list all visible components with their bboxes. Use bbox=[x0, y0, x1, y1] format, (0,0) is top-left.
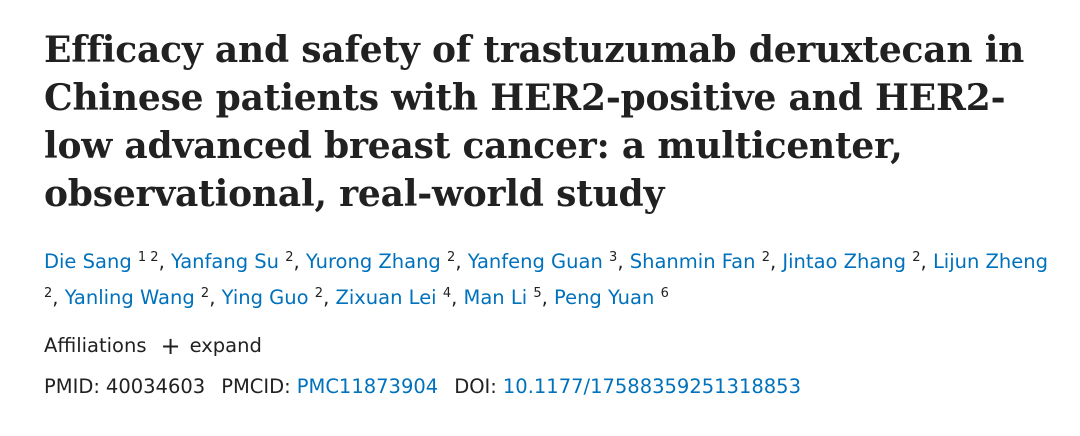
author-separator: , bbox=[451, 286, 458, 309]
author-link[interactable]: Lijun Zheng bbox=[932, 250, 1049, 273]
pmid-value: 40034603 bbox=[105, 375, 206, 398]
plus-icon: + bbox=[160, 332, 181, 360]
affiliation-ref[interactable]: 3 bbox=[609, 250, 618, 265]
identifiers-row: PMID: 40034603 PMCID: PMC11873904 DOI: 10.117… bbox=[44, 373, 1064, 401]
affiliation-ref[interactable]: 2 bbox=[285, 250, 294, 265]
affiliation-ref[interactable]: 6 bbox=[660, 286, 669, 301]
author-link[interactable]: Yanfang Su bbox=[171, 250, 280, 273]
affiliation-ref[interactable]: 5 bbox=[533, 286, 542, 301]
author-separator: , bbox=[455, 250, 462, 273]
affiliation-ref[interactable]: 2 bbox=[912, 250, 921, 265]
author-link[interactable]: Peng Yuan bbox=[554, 286, 655, 309]
affiliation-ref[interactable]: 4 bbox=[442, 286, 452, 301]
affiliation-ref[interactable]: 2 bbox=[447, 250, 456, 265]
affiliations-row: Affiliations + expand bbox=[44, 332, 1064, 360]
author-separator: , bbox=[158, 250, 165, 273]
doi-label: DOI: bbox=[454, 375, 497, 398]
author-separator: , bbox=[617, 250, 624, 273]
affiliation-ref[interactable]: 2 bbox=[200, 286, 210, 301]
affiliation-ref[interactable]: 2 bbox=[44, 286, 53, 301]
author-link[interactable]: Yanfeng Guan bbox=[467, 250, 603, 273]
author-link[interactable]: Man Li bbox=[463, 286, 528, 309]
author-separator: , bbox=[52, 286, 59, 309]
doi-link[interactable]: 10.1177/17588359251318853 bbox=[502, 375, 801, 398]
affiliation-ref[interactable]: 1 2 bbox=[137, 250, 159, 265]
author-link[interactable]: Die Sang bbox=[44, 250, 132, 273]
author-link[interactable]: Ying Guo bbox=[221, 286, 309, 309]
author-link[interactable]: Jintao Zhang bbox=[782, 250, 907, 273]
pmcid-link[interactable]: PMC11873904 bbox=[296, 375, 439, 398]
affiliation-ref[interactable]: 2 bbox=[314, 286, 324, 301]
author-separator: , bbox=[541, 286, 548, 309]
author-link[interactable]: Shanmin Fan bbox=[629, 250, 756, 273]
author-list: Die Sang 1 2, Yanfang Su 2, Yurong Zhang… bbox=[44, 244, 1054, 316]
expand-label: expand bbox=[189, 334, 262, 357]
author-link[interactable]: Yanling Wang bbox=[64, 286, 195, 309]
author-link[interactable]: Zixuan Lei bbox=[335, 286, 437, 309]
pmid-label: PMID: bbox=[44, 375, 100, 398]
author-separator: , bbox=[920, 250, 927, 273]
article-header: Efficacy and safety of trastuzumab derux… bbox=[44, 26, 1064, 401]
affiliations-label: Affiliations bbox=[44, 334, 147, 357]
affiliation-ref[interactable]: 2 bbox=[761, 250, 770, 265]
author-separator: , bbox=[769, 250, 777, 273]
pmcid-label: PMCID: bbox=[221, 375, 291, 398]
affiliations-expand-button[interactable]: + expand bbox=[161, 332, 262, 360]
author-link[interactable]: Yurong Zhang bbox=[305, 250, 441, 273]
author-separator: , bbox=[293, 250, 300, 273]
author-separator: , bbox=[323, 286, 330, 309]
article-title: Efficacy and safety of trastuzumab derux… bbox=[44, 29, 1025, 215]
author-separator: , bbox=[209, 286, 216, 309]
